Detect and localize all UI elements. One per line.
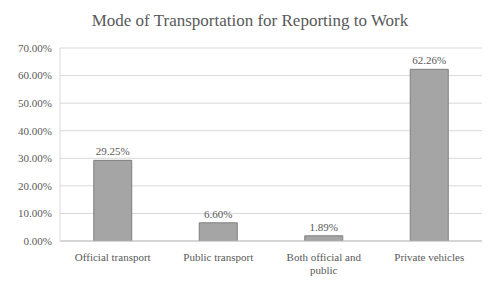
svg-text:1.89%: 1.89% bbox=[310, 221, 338, 233]
svg-text:Public transport: Public transport bbox=[183, 251, 253, 263]
svg-text:62.26%: 62.26% bbox=[412, 54, 446, 66]
html-text:Mode of Transportation for Rep: Mode of Transportation for Reporting to … bbox=[91, 11, 409, 30]
svg-text:50.00%: 50.00% bbox=[18, 97, 52, 109]
svg-text:70.00%: 70.00% bbox=[18, 42, 52, 54]
svg-text:Private vehicles: Private vehicles bbox=[394, 251, 464, 263]
svg-text:30.00%: 30.00% bbox=[18, 152, 52, 164]
svg-text:40.00%: 40.00% bbox=[18, 125, 52, 137]
svg-text:60.00%: 60.00% bbox=[18, 69, 52, 81]
svg-text:6.60%: 6.60% bbox=[204, 208, 232, 220]
svg-text:29.25%: 29.25% bbox=[96, 145, 130, 157]
svg-text:0.00%: 0.00% bbox=[24, 235, 52, 247]
svg-text:20.00%: 20.00% bbox=[18, 180, 52, 192]
svg-text:10.00%: 10.00% bbox=[18, 207, 52, 219]
svg-text:Official transport: Official transport bbox=[75, 251, 151, 263]
svg-text:Both official andpublic: Both official andpublic bbox=[287, 251, 362, 276]
